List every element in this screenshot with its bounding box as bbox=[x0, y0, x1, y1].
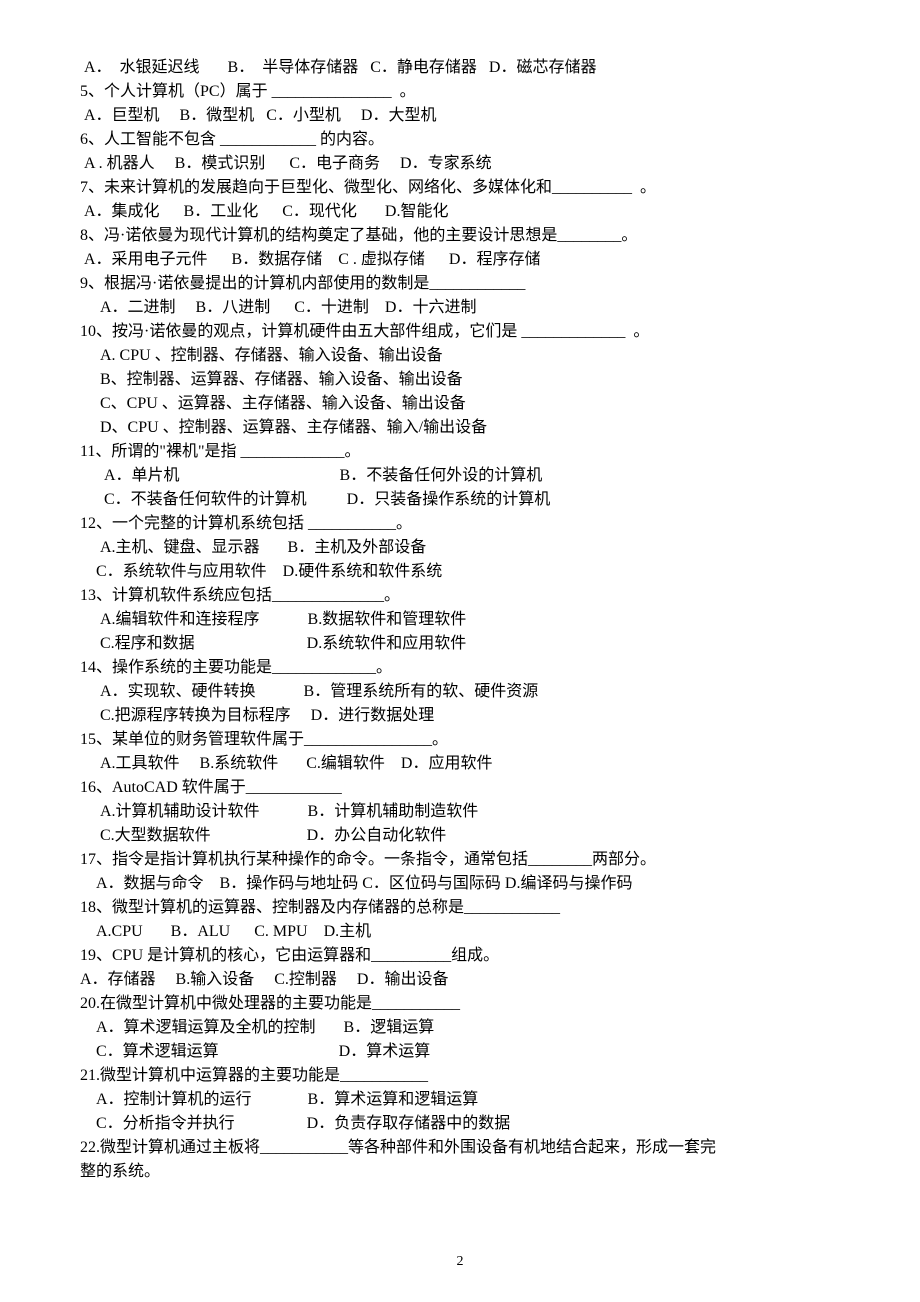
text-line: 8、冯·诺依曼为现代计算机的结构奠定了基础，他的主要设计思想是________。 bbox=[80, 224, 840, 248]
text-line: 10、按冯·诺依曼的观点，计算机硬件由五大部件组成，它们是 __________… bbox=[80, 320, 840, 344]
text-line: 7、未来计算机的发展趋向于巨型化、微型化、网络化、多媒体化和__________… bbox=[80, 176, 840, 200]
text-line: 5、个人计算机（PC）属于 _______________ 。 bbox=[80, 80, 840, 104]
text-line: 整的系统。 bbox=[80, 1160, 840, 1184]
text-line: A．控制计算机的运行 B．算术运算和逻辑运算 bbox=[80, 1088, 840, 1112]
text-line: A．算术逻辑运算及全机的控制 B．逻辑运算 bbox=[80, 1016, 840, 1040]
text-line: C.大型数据软件 D．办公自动化软件 bbox=[80, 824, 840, 848]
text-line: 16、AutoCAD 软件属于____________ bbox=[80, 776, 840, 800]
text-line: 19、CPU 是计算机的核心，它由运算器和__________组成。 bbox=[80, 944, 840, 968]
text-line: A.CPU B．ALU C. MPU D.主机 bbox=[80, 920, 840, 944]
text-line: A．巨型机 B．微型机 C．小型机 D．大型机 bbox=[80, 104, 840, 128]
text-line: C．分析指令并执行 D．负责存取存储器中的数据 bbox=[80, 1112, 840, 1136]
text-line: D、CPU 、控制器、运算器、主存储器、输入/输出设备 bbox=[80, 416, 840, 440]
text-line: 20.在微型计算机中微处理器的主要功能是___________ bbox=[80, 992, 840, 1016]
text-line: 22.微型计算机通过主板将___________等各种部件和外围设备有机地结合起… bbox=[80, 1136, 840, 1160]
text-line: 17、指令是指计算机执行某种操作的命令。一条指令，通常包括________两部分… bbox=[80, 848, 840, 872]
page-content: A． 水银延迟线 B． 半导体存储器 C．静电存储器 D．磁芯存储器5、个人计算… bbox=[80, 56, 840, 1184]
text-line: A．实现软、硬件转换 B．管理系统所有的软、硬件资源 bbox=[80, 680, 840, 704]
text-line: A．单片机 B．不装备任何外设的计算机 bbox=[80, 464, 840, 488]
text-line: A . 机器人 B．模式识别 C．电子商务 D．专家系统 bbox=[80, 152, 840, 176]
text-line: 13、计算机软件系统应包括______________。 bbox=[80, 584, 840, 608]
text-line: C、CPU 、运算器、主存储器、输入设备、输出设备 bbox=[80, 392, 840, 416]
text-line: B、控制器、运算器、存储器、输入设备、输出设备 bbox=[80, 368, 840, 392]
text-line: 6、人工智能不包含 ____________ 的内容。 bbox=[80, 128, 840, 152]
text-line: C．不装备任何软件的计算机 D．只装备操作系统的计算机 bbox=[80, 488, 840, 512]
text-line: A. CPU 、控制器、存储器、输入设备、输出设备 bbox=[80, 344, 840, 368]
text-line: A．数据与命令 B．操作码与地址码 C．区位码与国际码 D.编译码与操作码 bbox=[80, 872, 840, 896]
text-line: 11、所谓的"裸机"是指 _____________。 bbox=[80, 440, 840, 464]
text-line: A.计算机辅助设计软件 B．计算机辅助制造软件 bbox=[80, 800, 840, 824]
text-line: 21.微型计算机中运算器的主要功能是___________ bbox=[80, 1064, 840, 1088]
text-line: A.主机、键盘、显示器 B．主机及外部设备 bbox=[80, 536, 840, 560]
text-line: 18、微型计算机的运算器、控制器及内存储器的总称是____________ bbox=[80, 896, 840, 920]
text-line: A．采用电子元件 B．数据存储 C . 虚拟存储 D．程序存储 bbox=[80, 248, 840, 272]
text-line: 9、根据冯·诺依曼提出的计算机内部使用的数制是____________ bbox=[80, 272, 840, 296]
text-line: C.把源程序转换为目标程序 D．进行数据处理 bbox=[80, 704, 840, 728]
text-line: C．算术逻辑运算 D．算术运算 bbox=[80, 1040, 840, 1064]
text-line: A．集成化 B．工业化 C．现代化 D.智能化 bbox=[80, 200, 840, 224]
text-line: A． 水银延迟线 B． 半导体存储器 C．静电存储器 D．磁芯存储器 bbox=[80, 56, 840, 80]
text-line: A.编辑软件和连接程序 B.数据软件和管理软件 bbox=[80, 608, 840, 632]
text-line: 12、一个完整的计算机系统包括 ___________。 bbox=[80, 512, 840, 536]
text-line: 14、操作系统的主要功能是_____________。 bbox=[80, 656, 840, 680]
text-line: C.程序和数据 D.系统软件和应用软件 bbox=[80, 632, 840, 656]
text-line: A．存储器 B.输入设备 C.控制器 D．输出设备 bbox=[80, 968, 840, 992]
page-number: 2 bbox=[0, 1251, 920, 1272]
text-line: A．二进制 B．八进制 C．十进制 D．十六进制 bbox=[80, 296, 840, 320]
text-line: 15、某单位的财务管理软件属于________________。 bbox=[80, 728, 840, 752]
document-page: A． 水银延迟线 B． 半导体存储器 C．静电存储器 D．磁芯存储器5、个人计算… bbox=[0, 0, 920, 1302]
text-line: C．系统软件与应用软件 D.硬件系统和软件系统 bbox=[80, 560, 840, 584]
text-line: A.工具软件 B.系统软件 C.编辑软件 D．应用软件 bbox=[80, 752, 840, 776]
